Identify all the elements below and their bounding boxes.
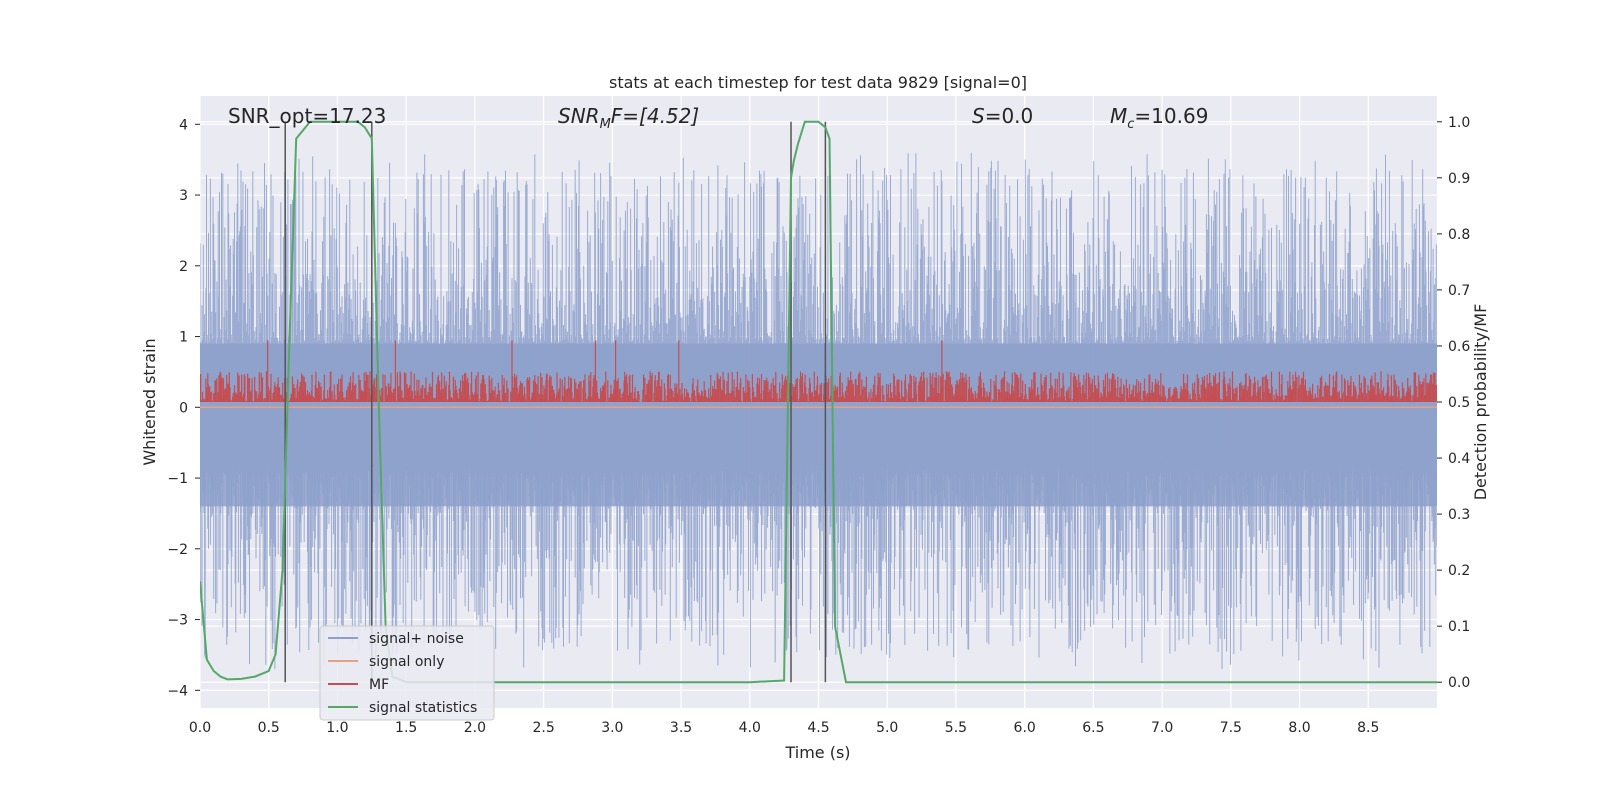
x-tick-label: 3.5 — [670, 720, 692, 736]
mf-trace — [200, 340, 1437, 402]
y2-tick-label: 0.7 — [1448, 283, 1470, 299]
x-tick-label: 8.5 — [1357, 720, 1379, 736]
annotation-snr-mf: SNRMF=[4.52] — [558, 104, 699, 132]
x-axis-label: Time (s) — [784, 743, 850, 762]
annotation-mc-sub: c — [1127, 117, 1134, 132]
x-tick-label: 4.5 — [807, 720, 829, 736]
x-tick-label: 3.0 — [601, 720, 623, 736]
x-tick-label: 5.5 — [945, 720, 967, 736]
vertical-markers — [284, 121, 827, 683]
y2-tick-label: 0.3 — [1448, 507, 1470, 523]
legend-label-signal-only: signal only — [369, 654, 444, 670]
y2-tick-label: 0.4 — [1448, 451, 1470, 467]
y-tick-label: −3 — [167, 613, 188, 629]
y2-tick-label: 0.8 — [1448, 227, 1470, 243]
x-tick-label: 6.0 — [1014, 720, 1036, 736]
x-tick-label: 0.5 — [258, 720, 280, 736]
y-tick-label: 0 — [179, 400, 188, 416]
y2-tick-label: 0.9 — [1448, 171, 1470, 187]
legend: signal+ noise signal only MF signal stat… — [319, 625, 495, 721]
y2-tick-label: 0.0 — [1448, 675, 1470, 691]
annotation-snr-mf-sub: M — [600, 117, 611, 132]
y2-axis-ticks: 1.0 0.9 0.8 0.7 0.6 0.5 0.4 0.3 0.2 0.1 0.0 — [1437, 115, 1470, 691]
chart-title: stats at each timestep for test data 982… — [609, 73, 1027, 92]
x-tick-label: 2.5 — [532, 720, 554, 736]
annotation-s-main: S — [972, 104, 985, 128]
y2-tick-label: 0.2 — [1448, 563, 1470, 579]
x-tick-label: 4.0 — [739, 720, 761, 736]
legend-box — [319, 625, 495, 721]
x-tick-label: 7.5 — [1220, 720, 1242, 736]
x-tick-label: 0.0 — [189, 720, 211, 736]
x-tick-label: 8.0 — [1288, 720, 1310, 736]
noise-trace-lower — [200, 407, 1437, 669]
y2-tick-label: 0.6 — [1448, 339, 1470, 355]
x-tick-label: 6.5 — [1082, 720, 1104, 736]
noise-trace-upper — [200, 153, 1437, 408]
x-tick-label: 1.5 — [395, 720, 417, 736]
y-tick-label: −2 — [167, 542, 188, 558]
x-tick-label: 1.0 — [326, 720, 348, 736]
annotation-s: S=0.0 — [972, 104, 1033, 128]
y2-tick-label: 1.0 — [1448, 115, 1470, 131]
annotation-s-rest: =0.0 — [985, 104, 1034, 128]
y2-tick-label: 0.1 — [1448, 619, 1470, 635]
y2-axis-label: Detection probability/MF — [1471, 304, 1490, 501]
y2-tick-label: 0.5 — [1448, 395, 1470, 411]
legend-label-signal-noise: signal+ noise — [369, 631, 464, 647]
legend-label-mf: MF — [369, 677, 389, 693]
legend-label-signal-statistics: signal statistics — [369, 700, 477, 716]
y-axis-ticks: 4 3 2 1 0 −1 −2 −3 −4 — [167, 117, 200, 699]
y-tick-label: 3 — [179, 188, 188, 204]
annotation-snr-opt: SNR_opt=17.23 — [228, 104, 386, 128]
y-tick-label: −4 — [167, 683, 188, 699]
annotation-mc: Mc=10.69 — [1110, 104, 1208, 132]
x-axis-ticks: 0.0 0.5 1.0 1.5 2.0 2.5 3.0 3.5 4.0 4.5 5.0 5.5 6.0 6… — [189, 720, 1380, 736]
x-tick-label: 2.0 — [464, 720, 486, 736]
y-tick-label: −1 — [167, 471, 188, 487]
y-tick-label: 1 — [179, 330, 188, 346]
annotation-mc-rest: =10.69 — [1134, 104, 1208, 128]
y-axis-label: Whitened strain — [140, 338, 159, 465]
x-tick-label: 5.0 — [876, 720, 898, 736]
annotation-snr-mf-main: SNR — [558, 104, 600, 128]
y-tick-label: 4 — [179, 117, 188, 133]
annotation-snr-mf-rest: F=[4.52] — [611, 104, 699, 128]
x-tick-label: 7.0 — [1151, 720, 1173, 736]
series-signal-noise — [200, 153, 1437, 669]
annotation-mc-main: M — [1110, 104, 1127, 128]
series-mf — [200, 340, 1437, 402]
y-tick-label: 2 — [179, 259, 188, 275]
